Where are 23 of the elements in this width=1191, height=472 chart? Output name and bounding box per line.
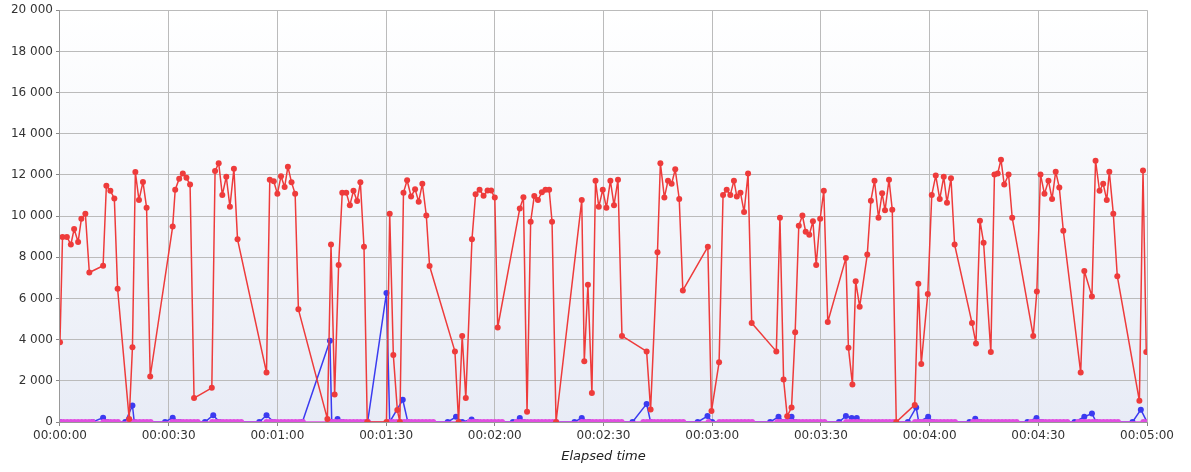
y-tick-label: 8 000 — [18, 249, 53, 264]
x-tick-label: 00:00:00 — [33, 428, 87, 443]
x-tick-label: 00:04:00 — [902, 428, 957, 443]
x-tick-label: 00:00:30 — [141, 428, 196, 443]
x-tick-label: 00:03:00 — [685, 428, 740, 443]
x-axis-title: Elapsed time — [561, 447, 646, 463]
y-tick-label: 10 000 — [10, 208, 53, 223]
x-tick-label: 00:05:00 — [1120, 428, 1174, 443]
y-tick-label: 20 000 — [10, 2, 53, 17]
x-tick-label: 00:04:30 — [1011, 428, 1066, 443]
x-tick-label: 00:02:30 — [576, 428, 631, 443]
y-tick-label: 2 000 — [18, 372, 53, 387]
y-tick-label: 6 000 — [18, 290, 53, 305]
y-tick-label: 4 000 — [18, 331, 53, 346]
y-tick-label: 16 000 — [10, 84, 53, 99]
y-tick-label: 12 000 — [10, 167, 53, 182]
y-tick-label: 18 000 — [10, 43, 53, 58]
x-tick-label: 00:01:30 — [359, 428, 414, 443]
y-tick-label: 14 000 — [10, 125, 53, 140]
x-tick-label: 00:02:00 — [467, 428, 522, 443]
y-tick-label: 0 — [45, 414, 53, 429]
x-tick-label: 00:01:00 — [250, 428, 305, 443]
x-tick-label: 00:03:30 — [793, 428, 848, 443]
